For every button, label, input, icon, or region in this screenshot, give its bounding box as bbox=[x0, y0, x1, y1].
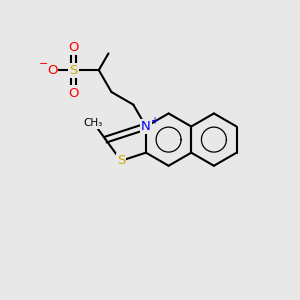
Text: CH₃: CH₃ bbox=[84, 118, 103, 128]
Text: O: O bbox=[47, 64, 57, 76]
Text: +: + bbox=[150, 116, 158, 126]
Text: O: O bbox=[68, 86, 79, 100]
Text: O: O bbox=[68, 41, 79, 54]
Text: −: − bbox=[39, 58, 49, 69]
Text: S: S bbox=[117, 154, 125, 167]
Text: N: N bbox=[141, 120, 151, 133]
Text: S: S bbox=[69, 64, 78, 76]
